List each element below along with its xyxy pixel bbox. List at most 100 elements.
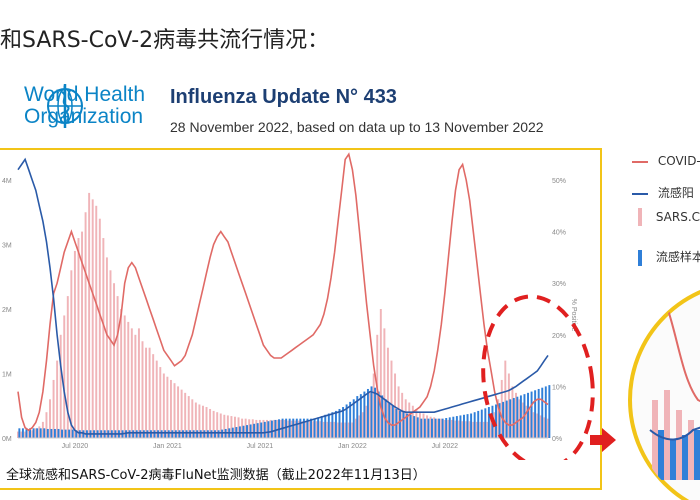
flu-bar [135,430,138,438]
flu-bar [75,430,78,438]
flu-bar [82,430,85,438]
sars-bar [468,421,471,438]
sars-bar [262,419,265,438]
flu-bar [125,430,128,438]
x-tick-label: Jan 2021 [153,443,182,450]
inset-flu-bar [670,440,676,480]
sars-bar [123,315,126,438]
sars-bar [337,422,340,438]
sars-bar [354,418,357,438]
sars-bar [404,399,407,438]
report-title: Influenza Update N° 433 [170,86,397,108]
sars-bar [31,430,34,438]
sars-bar [287,420,290,438]
sars-bar [397,386,400,438]
flu-bar [196,430,199,438]
flu-bar [459,415,462,438]
who-line2: Organization [24,105,144,128]
y-right-tick-label: 10% [552,384,566,391]
sars-bar [45,412,48,438]
inset-bar [652,400,658,480]
flu-bar [334,410,337,438]
flu-bar [505,400,508,438]
flu-bar [480,409,483,438]
flu-bar [402,412,405,438]
sars-bar [344,422,347,438]
sars-bar [369,392,372,438]
slide-title: 和SARS-CoV-2病毒共流行情况： [0,28,330,53]
sars-bar [130,328,133,438]
flu-bar [409,414,412,438]
sars-bar [173,383,176,438]
sars-bar [429,416,432,438]
flu-bar [455,416,458,438]
sars-bar [230,416,233,438]
flu-bar [541,387,544,438]
sars-bar [169,379,172,438]
sars-bar [440,418,443,438]
y-right-axis-label: % Positive [570,299,577,332]
sars-bar [102,238,105,438]
flu-bar [263,421,266,438]
sars-bar [511,386,514,438]
sars-bar [415,408,418,438]
sars-bar [443,419,446,438]
x-tick-label: Jan 2022 [338,443,367,450]
flu-bar [36,428,39,438]
flu-bar [470,413,473,438]
flu-bar [359,394,362,438]
sars-bar [290,420,293,438]
flu-bar [338,408,341,438]
flu-bar [139,430,142,438]
flu-bar [320,416,323,438]
flu-bar [516,396,519,438]
flu-bar [487,407,490,438]
sars-bar [187,396,190,438]
sars-bar [155,360,158,438]
flu-bar [210,430,213,438]
flu-bar [423,418,426,438]
sars-bar [411,405,414,438]
flu-bar [427,418,430,438]
inset-bar [688,420,694,480]
sars-bar [237,417,240,438]
sars-bar [105,257,108,438]
flu-bar [484,408,487,438]
sars-bar [162,373,165,438]
sars-bar [298,420,300,438]
flu-bar [463,414,465,438]
flu-bar [53,428,56,438]
y-left-tick-label: 2M [2,307,12,314]
legend-swatch-flu-bar [638,249,642,266]
sars-bar [205,407,208,438]
sars-bar [305,421,308,438]
flu-bar [203,430,206,438]
sars-bar [226,415,229,438]
flu-bar [178,430,181,438]
chart-frame: 0M 1M 2M 3M 4M 0% 10% 20% 30% 40% 50% % Positive Jul… [0,148,602,490]
flu-bar [306,418,309,438]
flu-bar [413,416,416,438]
flu-bar [349,401,352,438]
sars-bar [529,408,532,438]
legend-item-sars-bar: SARS.Co [632,208,700,226]
sars-bar [198,404,201,438]
inset-flu-bar [682,435,688,480]
x-tick-label: Jul 2020 [62,443,89,450]
sars-bar [372,373,375,438]
sars-bar [24,431,27,438]
flu-bar [132,430,135,438]
sars-bar [248,419,251,438]
y-left-tick-label: 0M [2,436,12,443]
flu-bar [477,410,480,438]
sars-bar [379,309,382,438]
flu-bar [249,424,252,438]
y-left-tick-label: 4M [2,178,12,185]
flu-bar [246,425,248,438]
sars-bar [52,379,55,438]
flu-bar [142,430,145,438]
flu-bar [270,420,273,438]
legend-label-sars-bar: SARS.Co [655,209,700,224]
sars-bar [500,379,503,438]
flu-bar [495,404,497,438]
